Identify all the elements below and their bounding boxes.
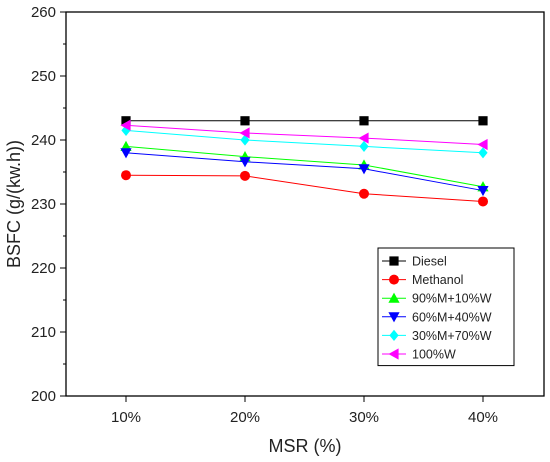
data-point xyxy=(120,119,131,131)
data-point xyxy=(359,116,369,126)
series-line xyxy=(125,129,484,154)
series-0 xyxy=(121,116,488,126)
series-group xyxy=(120,116,489,207)
legend-entry: 90%M+10%W xyxy=(382,292,492,306)
axes xyxy=(60,11,545,402)
data-point xyxy=(359,188,369,199)
x-tick-label: 20% xyxy=(230,409,260,426)
legend-entry: 30%M+70%W xyxy=(382,329,492,343)
series-line xyxy=(125,174,484,202)
legend-label: 90%M+10%W xyxy=(412,292,492,306)
series-5 xyxy=(120,119,488,151)
y-tick-label: 200 xyxy=(31,388,56,405)
series-line xyxy=(125,124,484,145)
data-point xyxy=(359,140,369,152)
legend-entry: Diesel xyxy=(382,255,447,269)
data-point xyxy=(478,196,488,207)
y-axis-label: BSFC (g/(kw.h)) xyxy=(4,140,24,268)
data-point xyxy=(239,157,251,168)
legend-label: Methanol xyxy=(412,273,463,287)
y-tick-label: 230 xyxy=(31,196,56,213)
series-line xyxy=(125,152,484,192)
tick-labels: 200 210 220 230 240 250 260 10% 20% 30% 40% xyxy=(31,4,498,426)
legend-label: 60%M+40%W xyxy=(412,310,492,324)
data-point xyxy=(120,148,132,159)
series-1 xyxy=(121,170,488,207)
legend-marker xyxy=(389,256,399,266)
data-point xyxy=(239,127,250,139)
legend-box xyxy=(377,247,515,367)
x-axis-label: MSR (%) xyxy=(269,436,342,456)
x-tick-label: 10% xyxy=(111,409,141,426)
legend-entry: 100%W xyxy=(382,348,456,362)
data-point xyxy=(358,164,370,175)
legend-marker xyxy=(388,292,400,303)
data-point xyxy=(121,116,131,126)
data-point xyxy=(121,170,131,181)
y-tick-label: 240 xyxy=(31,132,56,149)
legend-label: 100%W xyxy=(412,348,456,362)
legend-marker xyxy=(389,274,399,285)
data-point xyxy=(477,138,488,151)
legend-label: Diesel xyxy=(412,255,447,269)
x-tick-label: 40% xyxy=(468,409,498,426)
data-point xyxy=(240,116,250,126)
series-line xyxy=(125,145,484,188)
data-point xyxy=(478,116,488,126)
x-tick-label: 30% xyxy=(349,409,379,426)
legend-marker xyxy=(389,329,399,341)
legend-entry: 60%M+40%W xyxy=(382,310,492,324)
y-tick-label: 260 xyxy=(31,4,56,21)
data-point xyxy=(477,185,489,197)
y-tick-label: 210 xyxy=(31,324,56,341)
data-point xyxy=(478,147,488,159)
data-point xyxy=(240,170,250,181)
series-3 xyxy=(120,148,489,197)
series-4 xyxy=(121,124,488,159)
legend-marker xyxy=(388,348,399,360)
legend-label: 30%M+70%W xyxy=(412,329,492,343)
y-tick-label: 250 xyxy=(31,68,56,85)
data-point xyxy=(358,132,369,144)
legend: Diesel Methanol 90%M+10%W 60%M+40%W 30%M+70%… xyxy=(377,247,515,367)
y-tick-label: 220 xyxy=(31,260,56,277)
series-2 xyxy=(120,140,489,192)
legend-entry: Methanol xyxy=(382,273,463,287)
legend-marker xyxy=(388,312,400,323)
